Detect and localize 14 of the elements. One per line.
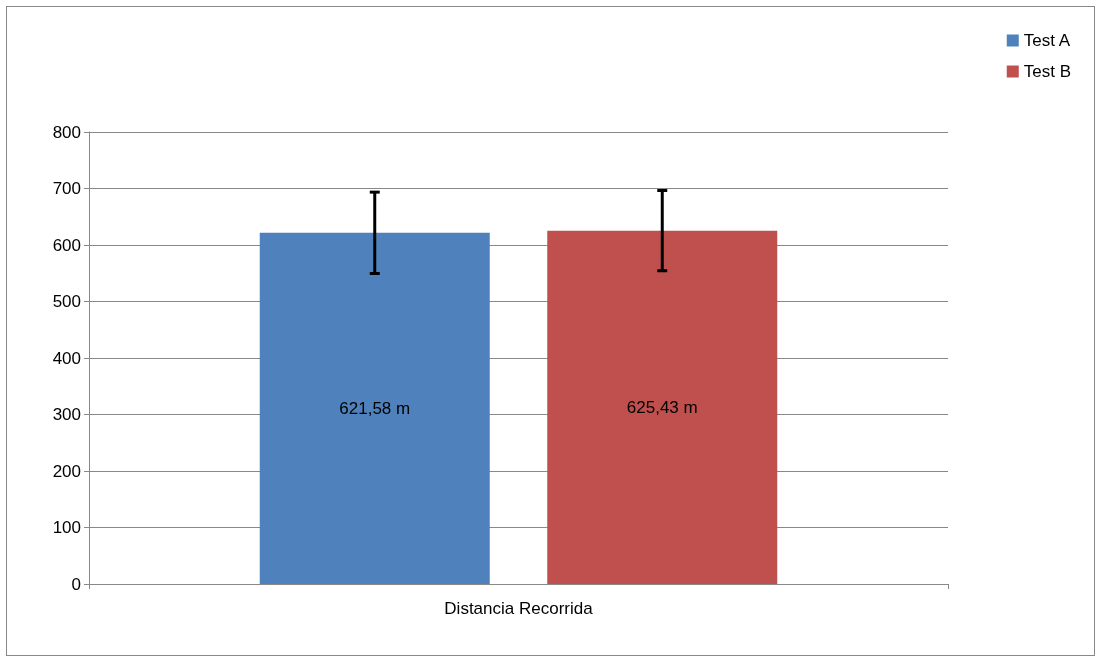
y-tick-label: 400 [52, 348, 81, 368]
legend-label: Test A [1023, 31, 1071, 50]
y-tick-label: 700 [52, 179, 81, 198]
data-label: 621,58 m [339, 398, 411, 418]
y-tick-label: 800 [52, 122, 81, 142]
y-tick-label: 200 [52, 461, 81, 481]
y-tick-label: 0 [71, 574, 81, 594]
legend-label: Test B [1023, 62, 1072, 81]
y-tick-label: 600 [52, 235, 81, 255]
data-label: 625,43 m [626, 397, 698, 417]
y-tick-label: 300 [52, 405, 81, 424]
y-tick-label: 500 [52, 292, 81, 311]
x-tick-label: Distancia Recorrida [444, 599, 594, 618]
y-tick-label: 100 [52, 518, 81, 537]
